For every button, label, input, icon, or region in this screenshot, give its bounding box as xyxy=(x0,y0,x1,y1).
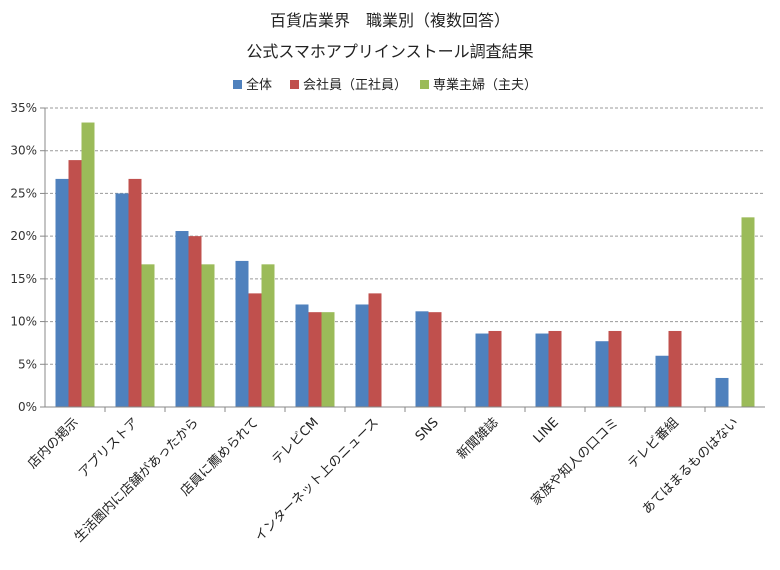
legend-swatch xyxy=(290,80,299,89)
bar xyxy=(201,264,215,407)
bar xyxy=(81,122,95,407)
legend-label: 会社員（正社員） xyxy=(303,77,407,93)
x-category-label: SNS xyxy=(413,415,442,444)
bar xyxy=(355,304,369,407)
x-category-label: テレビCM xyxy=(269,415,322,468)
y-axis: 0% 5% 10% 15% 20% 25% 30% 35% xyxy=(10,101,45,414)
y-tick-label: 25% xyxy=(10,186,37,200)
bar xyxy=(595,341,609,407)
bar xyxy=(115,193,129,407)
bar xyxy=(141,264,155,407)
y-tick-label: 35% xyxy=(10,101,37,115)
y-tick-label: 5% xyxy=(18,357,37,371)
bar xyxy=(668,330,682,407)
bar xyxy=(55,178,69,407)
bar xyxy=(428,312,442,407)
bar xyxy=(188,236,202,407)
bar xyxy=(175,231,189,407)
legend-swatch xyxy=(233,80,242,89)
y-tick-label: 15% xyxy=(10,272,37,286)
legend-swatch xyxy=(420,80,429,89)
x-category-label: 生活圏内に店舗があったから xyxy=(71,415,202,546)
x-category-label: 新聞雑誌 xyxy=(454,415,502,463)
x-axis xyxy=(44,108,765,412)
y-tick-label: 20% xyxy=(10,229,37,243)
x-category-label: テレビ番組 xyxy=(625,415,682,472)
chart-title: 百貨店業界 職業別（複数回答） xyxy=(270,11,510,30)
bar xyxy=(321,312,335,407)
bar xyxy=(308,312,322,407)
bar xyxy=(128,178,142,407)
y-tick-label: 0% xyxy=(18,400,37,414)
bar xyxy=(235,260,249,407)
bar xyxy=(715,377,729,407)
bar xyxy=(261,264,275,407)
bar xyxy=(655,355,669,407)
bar xyxy=(488,330,502,407)
bar xyxy=(741,217,755,407)
bar xyxy=(68,160,82,407)
x-category-label: アプリストア xyxy=(76,415,142,481)
legend-label: 専業主婦（主夫） xyxy=(433,77,537,93)
legend: 全体 会社員（正社員） 専業主婦（主夫） xyxy=(233,77,537,93)
gridlines xyxy=(45,107,765,365)
bar xyxy=(295,304,309,407)
bar xyxy=(248,293,262,407)
y-tick-label: 10% xyxy=(10,315,37,329)
bar xyxy=(368,293,382,407)
bars xyxy=(55,122,755,407)
bar xyxy=(608,330,622,407)
chart-subtitle: 公式スマホアプリインストール調査結果 xyxy=(246,42,533,61)
x-category-label: LINE xyxy=(531,415,562,446)
x-category-label: インターネット上のニュース xyxy=(252,415,382,545)
bar xyxy=(548,330,562,407)
y-tick-label: 30% xyxy=(10,144,37,158)
bar xyxy=(475,333,489,407)
bar xyxy=(535,333,549,407)
x-category-label: 店内の掲示 xyxy=(25,415,82,472)
bar xyxy=(415,311,429,407)
legend-label: 全体 xyxy=(246,77,272,93)
